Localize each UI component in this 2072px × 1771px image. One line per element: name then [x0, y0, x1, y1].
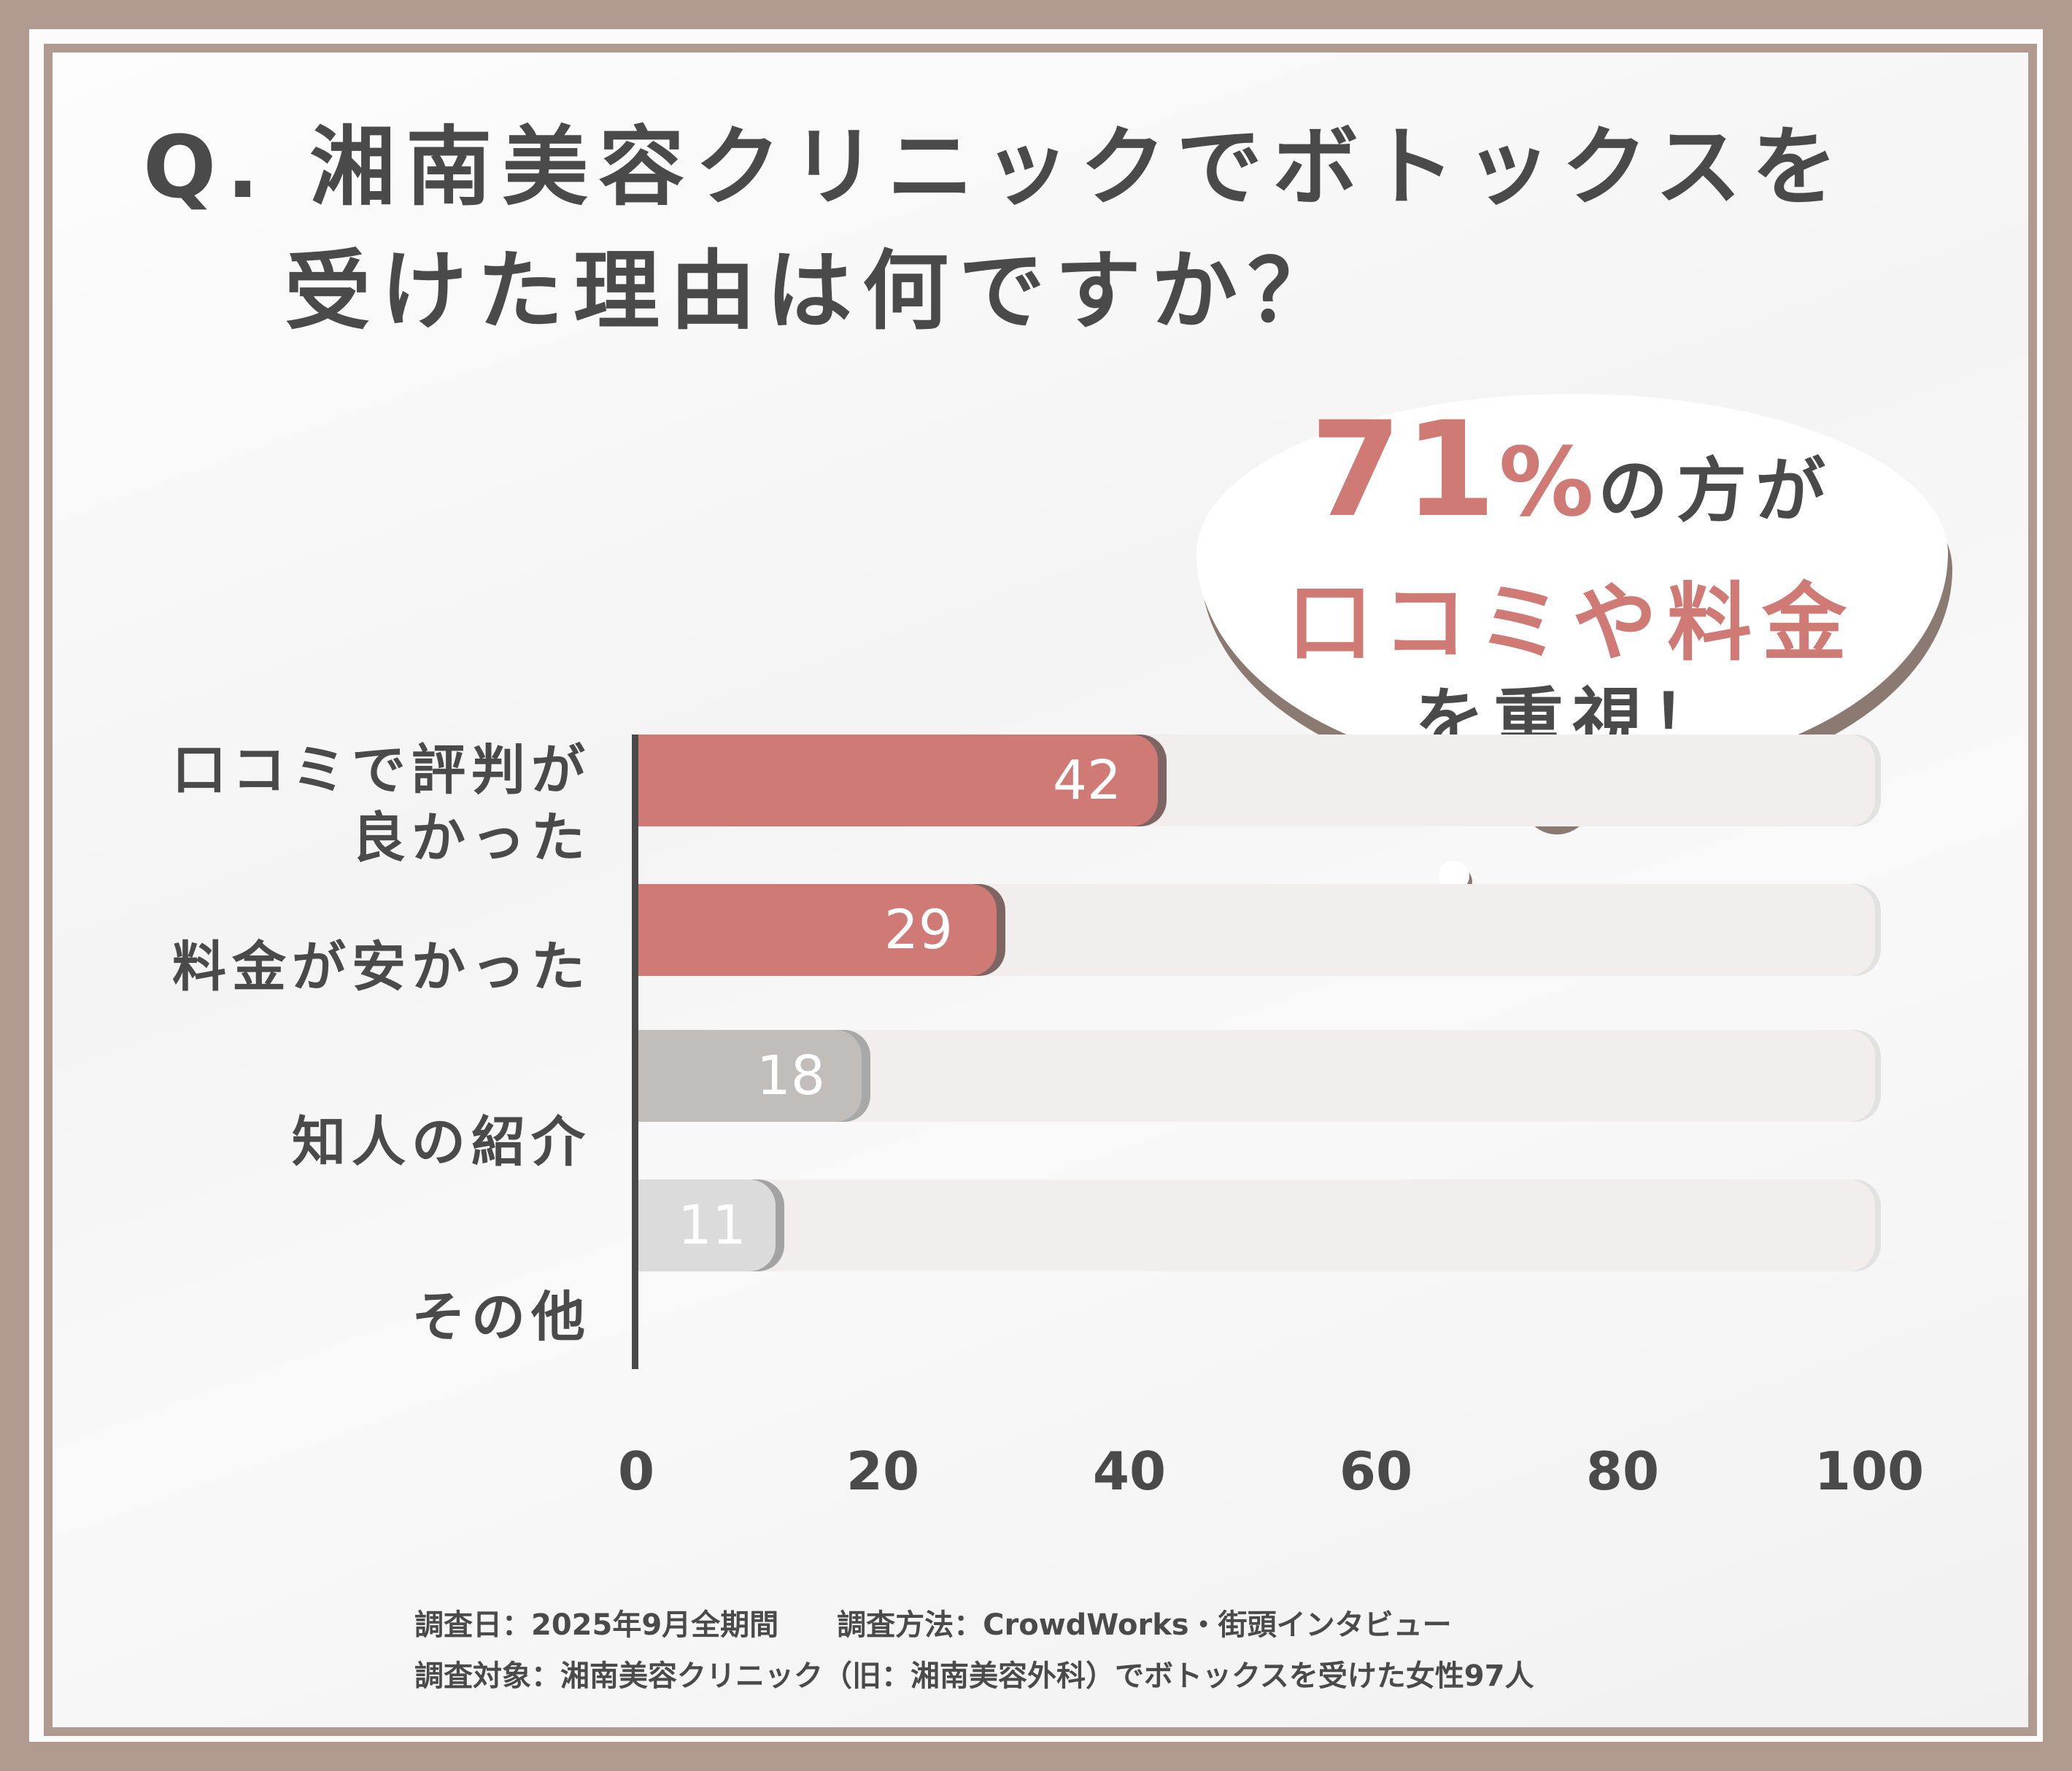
category-label-review: 口コミで評判が 良かった	[172, 737, 591, 872]
survey-info-line2: 調査対象：湘南美容クリニック（旧：湘南美容外科）でボトックスを受けた女性97人	[414, 1659, 1534, 1693]
category-label-line: 良かった	[352, 806, 591, 869]
question-title-line2: 受けた理由は何ですか？	[285, 241, 1345, 341]
bar-value-label: 18	[756, 1045, 825, 1107]
survey-info-line1: 調査日：2025年9月全期間 調査方法：CrowdWorks・街頭インタビュー	[414, 1608, 1452, 1642]
bar-price: 29	[638, 884, 997, 976]
category-label-price: 料金が安かった	[172, 936, 591, 999]
category-label-line: 口コミで評判が	[172, 739, 591, 802]
x-tick-40: 40	[1092, 1441, 1167, 1502]
bar-review: 42	[638, 735, 1158, 826]
callout-bubble	[1197, 394, 1948, 773]
callout-percent-sign: %	[1499, 427, 1594, 538]
bar-referral: 18	[638, 1030, 862, 1122]
callout-line1-suffix: の方が	[1598, 450, 1835, 532]
y-axis-line	[632, 735, 638, 1369]
callout-line2: 口コミや料金	[1288, 574, 1857, 673]
x-tick-80: 80	[1585, 1441, 1660, 1502]
category-label-other: その他	[411, 1286, 591, 1349]
x-tick-100: 100	[1814, 1441, 1925, 1502]
x-tick-0: 0	[617, 1441, 655, 1502]
bar-value-label: 11	[677, 1194, 746, 1257]
x-tick-60: 60	[1339, 1441, 1413, 1502]
category-label-referral: 知人の紹介	[292, 1111, 591, 1174]
bar-other: 11	[638, 1179, 776, 1271]
bar-value-label: 42	[1052, 749, 1121, 812]
x-tick-20: 20	[846, 1441, 920, 1502]
question-title-line1: Q. 湘南美容クリニックでボトックスを	[143, 117, 1848, 217]
callout-line1: 71% の方が	[1197, 394, 1948, 546]
bar-track-4	[638, 1179, 1875, 1271]
callout-percent-number: 71	[1310, 394, 1499, 546]
bar-value-label: 29	[884, 899, 953, 961]
